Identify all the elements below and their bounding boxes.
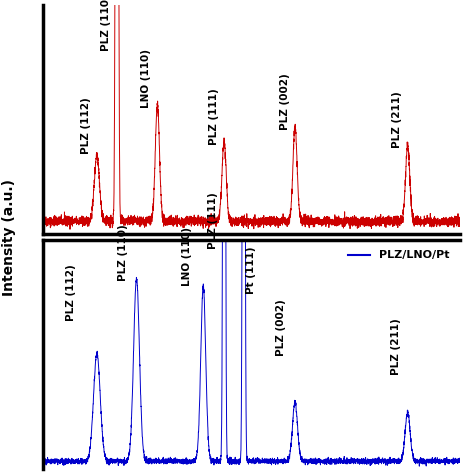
Text: PLZ (110): PLZ (110) — [118, 224, 128, 281]
Text: Intensity (a.u.): Intensity (a.u.) — [2, 179, 17, 295]
Text: PLZ (112): PLZ (112) — [66, 264, 76, 321]
Text: PLZ (211): PLZ (211) — [392, 318, 401, 375]
Text: PLZ (111): PLZ (111) — [208, 192, 218, 248]
Text: PLZ (002): PLZ (002) — [280, 73, 290, 130]
Text: PLZ (211): PLZ (211) — [392, 91, 402, 148]
Text: LNO (110): LNO (110) — [182, 227, 191, 286]
Legend: PLZ/LNO/Pt: PLZ/LNO/Pt — [344, 246, 454, 265]
Text: PLZ (002): PLZ (002) — [276, 300, 286, 356]
Text: PLZ (111): PLZ (111) — [209, 88, 219, 145]
Text: PLZ (110): PLZ (110) — [101, 0, 111, 51]
Text: PLZ (112): PLZ (112) — [82, 98, 91, 154]
Text: LNO (110): LNO (110) — [141, 49, 151, 109]
Text: Pt (111): Pt (111) — [246, 247, 256, 294]
